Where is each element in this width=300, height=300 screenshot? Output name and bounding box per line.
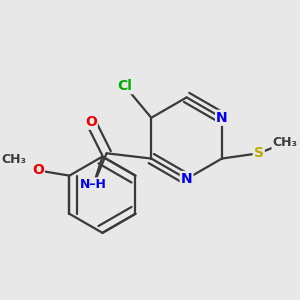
Text: CH₃: CH₃ [272,136,298,149]
Text: O: O [32,164,44,177]
Text: N: N [181,172,192,186]
Text: N: N [216,111,228,125]
Text: S: S [254,146,264,160]
Text: CH₃: CH₃ [2,153,27,167]
Text: O: O [85,115,97,129]
Text: Cl: Cl [118,79,132,93]
Text: N–H: N–H [80,178,107,191]
